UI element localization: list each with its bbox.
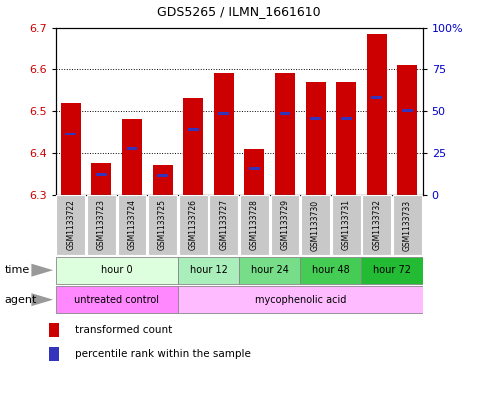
- Bar: [310, 117, 321, 120]
- Text: transformed count: transformed count: [75, 325, 172, 335]
- Bar: [127, 147, 138, 150]
- Bar: [148, 195, 177, 255]
- Text: GSM1133731: GSM1133731: [341, 200, 351, 250]
- Bar: [178, 257, 239, 284]
- Bar: [402, 109, 413, 112]
- Bar: [371, 96, 382, 99]
- Text: GSM1133727: GSM1133727: [219, 200, 228, 250]
- Bar: [244, 149, 264, 195]
- Text: GSM1133732: GSM1133732: [372, 200, 381, 250]
- Text: GSM1133733: GSM1133733: [403, 199, 412, 251]
- Bar: [56, 286, 178, 313]
- Bar: [301, 195, 330, 255]
- Bar: [188, 129, 199, 131]
- Bar: [336, 82, 356, 195]
- Text: GSM1133723: GSM1133723: [97, 200, 106, 250]
- Text: hour 24: hour 24: [251, 265, 289, 275]
- Bar: [87, 195, 116, 255]
- Polygon shape: [31, 264, 53, 277]
- Bar: [341, 117, 352, 120]
- Bar: [398, 65, 417, 195]
- Bar: [157, 174, 168, 177]
- Bar: [57, 195, 85, 255]
- Text: percentile rank within the sample: percentile rank within the sample: [75, 349, 251, 359]
- Bar: [300, 257, 361, 284]
- Bar: [362, 195, 391, 255]
- Text: time: time: [5, 265, 30, 275]
- Bar: [214, 73, 234, 195]
- Text: GSM1133728: GSM1133728: [250, 200, 259, 250]
- Bar: [153, 165, 172, 195]
- Text: mycophenolic acid: mycophenolic acid: [255, 295, 346, 305]
- Text: hour 12: hour 12: [189, 265, 227, 275]
- Bar: [183, 99, 203, 195]
- Bar: [240, 195, 269, 255]
- Bar: [249, 167, 260, 170]
- Bar: [179, 195, 208, 255]
- Bar: [118, 195, 146, 255]
- Text: GSM1133729: GSM1133729: [281, 200, 289, 250]
- Bar: [270, 195, 299, 255]
- Bar: [280, 112, 290, 116]
- Text: GDS5265 / ILMN_1661610: GDS5265 / ILMN_1661610: [157, 5, 321, 18]
- Bar: [56, 257, 178, 284]
- Bar: [306, 82, 326, 195]
- Bar: [218, 112, 229, 116]
- Text: GSM1133726: GSM1133726: [189, 200, 198, 250]
- Bar: [122, 119, 142, 195]
- Bar: [49, 347, 59, 361]
- Text: hour 0: hour 0: [101, 265, 132, 275]
- Text: hour 48: hour 48: [312, 265, 350, 275]
- Bar: [239, 257, 300, 284]
- Bar: [61, 103, 81, 195]
- Bar: [210, 195, 238, 255]
- Bar: [91, 163, 112, 195]
- Text: GSM1133722: GSM1133722: [66, 200, 75, 250]
- Text: agent: agent: [5, 295, 37, 305]
- Polygon shape: [31, 293, 53, 306]
- Text: untreated control: untreated control: [74, 295, 159, 305]
- Bar: [332, 195, 360, 255]
- Bar: [96, 173, 107, 176]
- Text: GSM1133725: GSM1133725: [158, 200, 167, 250]
- Bar: [65, 132, 76, 136]
- Bar: [178, 286, 423, 313]
- Text: GSM1133724: GSM1133724: [128, 200, 137, 250]
- Bar: [275, 73, 295, 195]
- Bar: [361, 257, 423, 284]
- Text: GSM1133730: GSM1133730: [311, 199, 320, 251]
- Bar: [49, 323, 59, 337]
- Bar: [393, 195, 422, 255]
- Text: hour 72: hour 72: [373, 265, 411, 275]
- Bar: [367, 34, 387, 195]
